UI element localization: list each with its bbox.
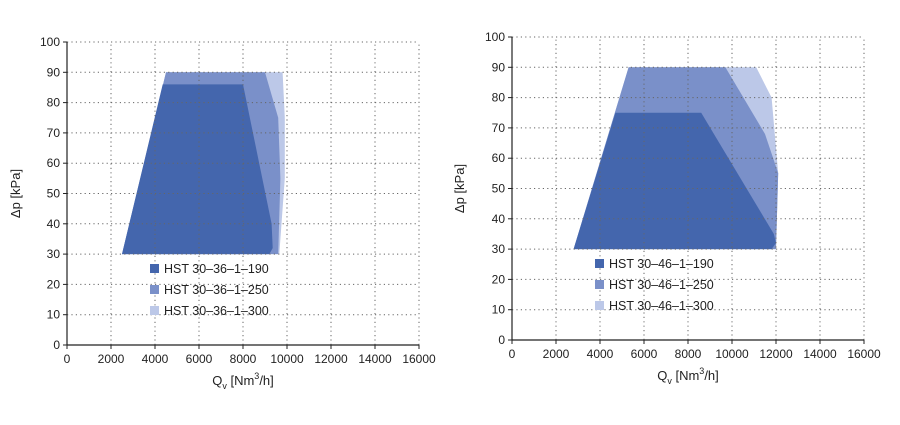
x-tick-label: 2000 [543,347,570,361]
y-tick-label: 0 [53,338,60,352]
y-tick-label: 70 [47,126,61,140]
legend-label-2: HST 30–36–1–250 [164,283,269,297]
x-tick-label: 14000 [803,347,837,361]
legend-swatch-2 [150,285,159,294]
y-tick-label: 50 [47,187,61,201]
legend-swatch-1 [150,264,159,273]
x-tick-label: 0 [64,352,71,366]
legend-swatch-3 [595,301,604,310]
y-tick-label: 60 [492,151,506,165]
series-area-1 [573,112,776,250]
y-tick-label: 0 [498,333,505,347]
x-tick-label: 6000 [631,347,658,361]
y-tick-label: 90 [492,60,506,74]
y-tick-label: 20 [492,272,506,286]
y-tick-label: 90 [47,65,61,79]
y-tick-label: 60 [47,156,61,170]
series-area-1 [122,84,273,255]
x-axis-label: Qv [Nm3/h] [212,371,274,391]
y-tick-label: 20 [47,277,61,291]
legend-label-1: HST 30–36–1–190 [164,262,269,276]
legend-swatch-3 [150,306,159,315]
x-tick-label: 2000 [98,352,125,366]
x-tick-label: 12000 [759,347,793,361]
y-tick-label: 30 [492,242,506,256]
y-tick-label: 70 [492,121,506,135]
x-tick-label: 16000 [402,352,436,366]
x-tick-label: 4000 [142,352,169,366]
y-axis-label: Δp [kPa] [8,169,23,218]
x-tick-label: 10000 [270,352,304,366]
y-tick-label: 10 [47,308,61,322]
chart-2: 0 2000 4000 6000 8000 10000 12000 14000 16000 0 10… [452,30,881,386]
y-tick-label: 80 [47,96,61,110]
y-tick-label: 100 [485,30,505,44]
x-tick-label: 0 [509,347,516,361]
x-tick-label: 10000 [715,347,749,361]
y-tick-label: 30 [47,247,61,261]
legend-swatch-1 [595,259,604,268]
legend-label-1: HST 30–46–1–190 [609,257,714,271]
y-axis-label: Δp [kPa] [452,164,467,213]
y-tick-label: 100 [40,35,60,49]
x-tick-label: 8000 [230,352,257,366]
chart-1: 0 2000 4000 6000 8000 10000 12000 14000 16000 0 10… [8,35,436,391]
y-tick-label: 10 [492,303,506,317]
x-tick-label: 12000 [314,352,348,366]
y-tick-label: 80 [492,91,506,105]
x-axis-label: Qv [Nm3/h] [657,366,719,386]
y-tick-label: 50 [492,182,506,196]
legend-swatch-2 [595,280,604,289]
legend-label-3: HST 30–36–1–300 [164,304,269,318]
legend-label-3: HST 30–46–1–300 [609,299,714,313]
x-tick-label: 16000 [847,347,881,361]
x-tick-label: 8000 [675,347,702,361]
y-tick-label: 40 [492,212,506,226]
x-tick-label: 4000 [587,347,614,361]
legend-label-2: HST 30–46–1–250 [609,278,714,292]
x-tick-label: 6000 [186,352,213,366]
x-tick-label: 14000 [358,352,392,366]
y-tick-label: 40 [47,217,61,231]
